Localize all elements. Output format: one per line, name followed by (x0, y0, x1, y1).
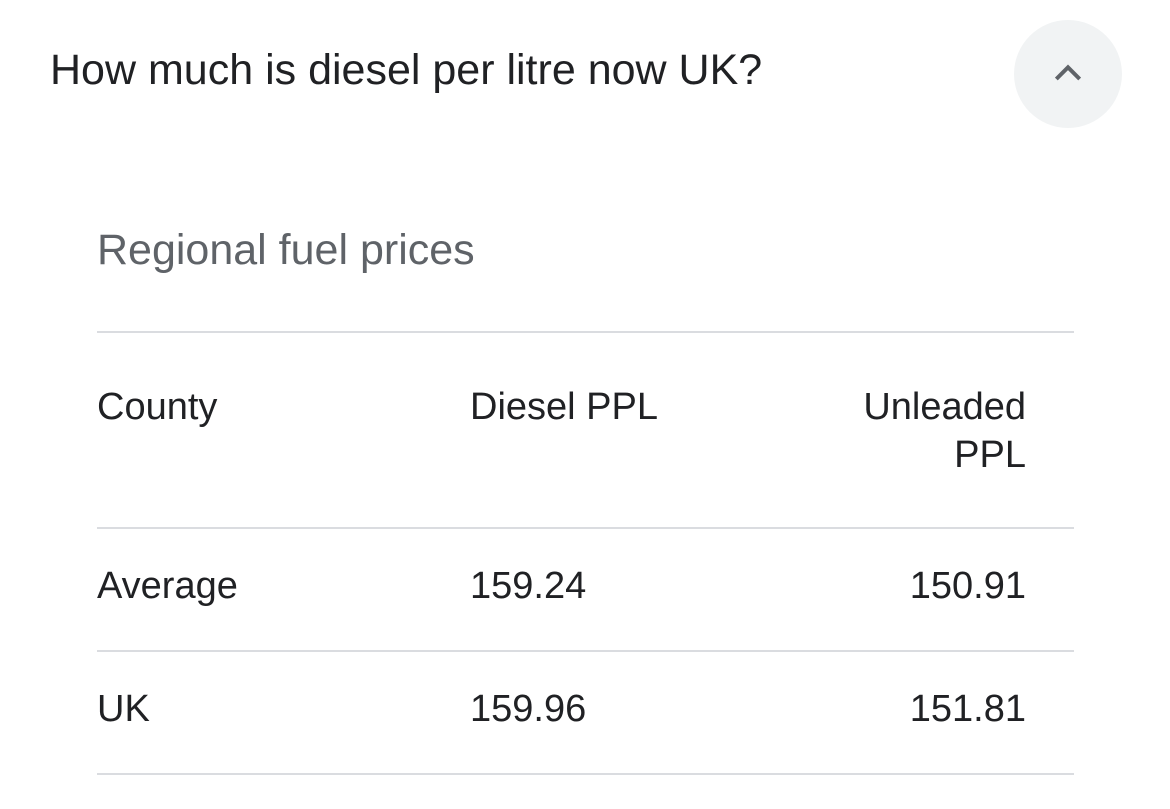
cell-diesel: 159.96 (470, 688, 587, 730)
header-diesel: Diesel PPL (470, 386, 658, 428)
table-title: Regional fuel prices (97, 226, 475, 274)
table-row: Average 159.24 150.91 (97, 527, 1074, 650)
fuel-price-table: County Diesel PPL Unleaded PPL Average 1… (97, 331, 1074, 775)
chevron-up-icon (1054, 64, 1082, 81)
cell-unleaded: 150.91 (909, 565, 1026, 607)
collapse-button[interactable] (1014, 20, 1122, 128)
cell-county: UK (97, 688, 150, 730)
cell-county: Average (97, 565, 238, 607)
table-row: UK 159.96 151.81 (97, 650, 1074, 773)
cell-unleaded: 151.81 (909, 688, 1026, 730)
cell-diesel: 159.24 (470, 565, 587, 607)
table-header-row: County Diesel PPL Unleaded PPL (97, 331, 1074, 527)
header-county: County (97, 386, 218, 428)
question-heading[interactable]: How much is diesel per litre now UK? (50, 46, 763, 94)
header-unleaded: Unleaded PPL (863, 386, 1026, 476)
table-bottom-divider (97, 773, 1074, 775)
